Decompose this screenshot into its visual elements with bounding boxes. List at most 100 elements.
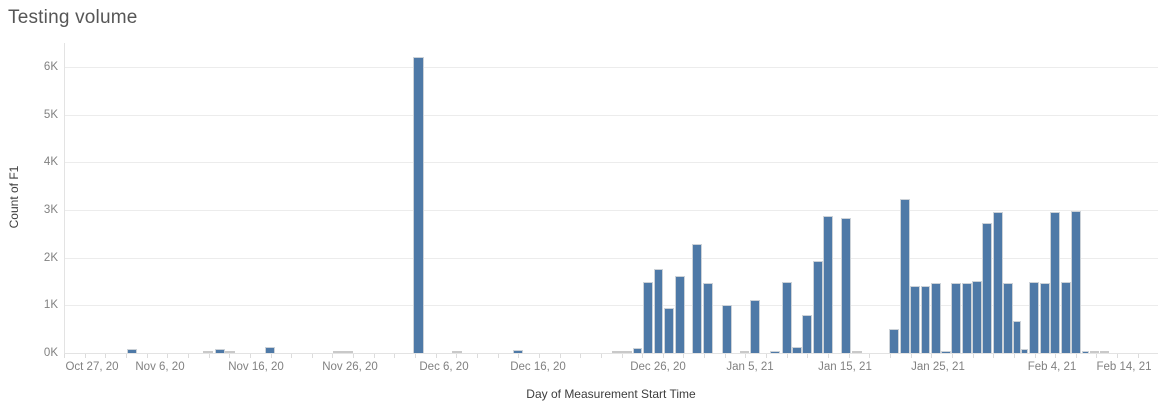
minor-tick bbox=[415, 354, 416, 358]
x-tick-label: Jan 25, 21 bbox=[911, 361, 965, 373]
y-tick-label: 1K bbox=[43, 299, 58, 312]
minor-tick bbox=[931, 354, 932, 358]
x-tick-label: Feb 4, 21 bbox=[1027, 361, 1077, 373]
minor-tick bbox=[787, 354, 788, 358]
minor-tick bbox=[601, 354, 602, 358]
bar[interactable] bbox=[513, 350, 523, 353]
bar[interactable] bbox=[1003, 283, 1013, 353]
bar[interactable] bbox=[343, 351, 353, 353]
bar[interactable] bbox=[931, 282, 941, 353]
minor-tick bbox=[890, 354, 891, 358]
bar[interactable] bbox=[265, 347, 275, 353]
bar[interactable] bbox=[1050, 211, 1060, 353]
minor-tick bbox=[209, 354, 210, 358]
minor-tick bbox=[477, 354, 478, 358]
bar[interactable] bbox=[643, 281, 653, 353]
minor-tick bbox=[1055, 354, 1056, 358]
bar[interactable] bbox=[1029, 281, 1039, 353]
minor-tick bbox=[807, 354, 808, 358]
bar[interactable] bbox=[823, 216, 833, 353]
bar[interactable] bbox=[802, 315, 812, 353]
minor-tick bbox=[498, 354, 499, 358]
bar[interactable] bbox=[841, 218, 851, 353]
bar[interactable] bbox=[910, 285, 920, 353]
bar[interactable] bbox=[782, 281, 792, 353]
bar[interactable] bbox=[413, 57, 424, 353]
bar[interactable] bbox=[813, 261, 823, 353]
minor-tick bbox=[828, 354, 829, 358]
bar[interactable] bbox=[1040, 283, 1050, 353]
minor-tick bbox=[353, 354, 354, 358]
bar[interactable] bbox=[951, 282, 961, 353]
bar[interactable] bbox=[770, 351, 780, 353]
y-tick-label: 2K bbox=[43, 251, 58, 264]
minor-tick bbox=[394, 354, 395, 358]
minor-tick bbox=[911, 354, 912, 358]
minor-tick bbox=[456, 354, 457, 358]
minor-tick bbox=[952, 354, 953, 358]
bar[interactable] bbox=[792, 346, 802, 353]
bar[interactable] bbox=[452, 351, 462, 353]
bar[interactable] bbox=[127, 349, 137, 353]
bar[interactable] bbox=[972, 281, 982, 353]
minor-tick bbox=[291, 354, 292, 358]
bar[interactable] bbox=[900, 198, 910, 353]
minor-tick bbox=[622, 354, 623, 358]
bar[interactable] bbox=[921, 285, 930, 353]
minor-tick bbox=[580, 354, 581, 358]
bar[interactable] bbox=[622, 351, 632, 353]
bar[interactable] bbox=[941, 350, 951, 353]
minor-tick bbox=[64, 354, 65, 358]
minor-tick bbox=[105, 354, 106, 358]
bar[interactable] bbox=[664, 308, 674, 353]
bar[interactable] bbox=[203, 351, 213, 353]
gridline bbox=[64, 305, 1158, 307]
y-tick-label: 0K bbox=[43, 347, 58, 359]
bar[interactable] bbox=[633, 348, 642, 353]
bar[interactable] bbox=[993, 212, 1003, 353]
minor-tick bbox=[250, 354, 251, 358]
bar[interactable] bbox=[1061, 282, 1071, 353]
bar[interactable] bbox=[1090, 351, 1099, 353]
plot-area bbox=[64, 43, 1158, 353]
y-axis-line bbox=[64, 43, 65, 354]
minor-tick bbox=[766, 354, 767, 358]
bar[interactable] bbox=[215, 348, 225, 353]
gridline bbox=[64, 210, 1158, 211]
x-tick-label: Feb 14, 21 bbox=[1096, 361, 1152, 373]
minor-tick bbox=[1138, 354, 1139, 358]
bar[interactable] bbox=[982, 222, 992, 353]
minor-tick bbox=[683, 354, 684, 358]
bar[interactable] bbox=[703, 282, 713, 353]
bar[interactable] bbox=[675, 275, 685, 353]
bar[interactable] bbox=[1071, 210, 1081, 353]
x-tick-label: Jan 5, 21 bbox=[726, 361, 774, 373]
bar[interactable] bbox=[852, 351, 862, 353]
bar[interactable] bbox=[750, 300, 760, 353]
minor-tick bbox=[1035, 354, 1036, 358]
minor-tick bbox=[167, 354, 168, 358]
bar[interactable] bbox=[1013, 321, 1021, 353]
minor-tick bbox=[725, 354, 726, 358]
bar[interactable] bbox=[1082, 350, 1089, 353]
minor-tick bbox=[539, 354, 540, 358]
minor-tick bbox=[1096, 354, 1097, 358]
bar[interactable] bbox=[740, 351, 749, 353]
bar[interactable] bbox=[225, 351, 235, 353]
bar[interactable] bbox=[1100, 351, 1109, 353]
bar[interactable] bbox=[692, 243, 702, 353]
gridline bbox=[64, 114, 1158, 116]
bar[interactable] bbox=[654, 269, 663, 353]
bar[interactable] bbox=[333, 351, 343, 353]
bar[interactable] bbox=[722, 305, 732, 353]
bar[interactable] bbox=[612, 351, 622, 353]
minor-tick bbox=[704, 354, 705, 358]
minor-tick bbox=[188, 354, 189, 358]
bar[interactable] bbox=[962, 282, 972, 353]
minor-tick bbox=[229, 354, 230, 358]
bar[interactable] bbox=[889, 329, 899, 353]
x-tick-label: Dec 26, 20 bbox=[630, 361, 686, 373]
minor-tick bbox=[85, 354, 86, 358]
minor-tick bbox=[312, 354, 313, 358]
bar[interactable] bbox=[1021, 348, 1028, 353]
